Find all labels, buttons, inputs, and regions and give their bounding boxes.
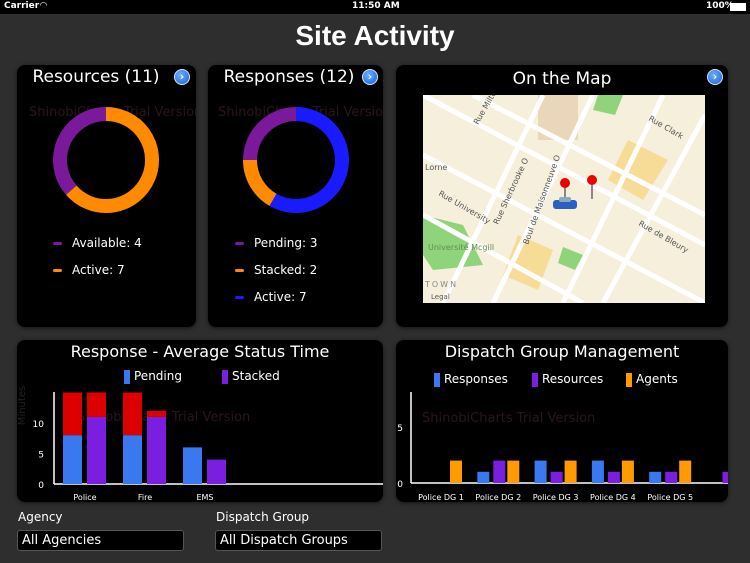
bar [665,471,678,483]
donut-slice [269,107,349,213]
resources-donut [53,107,159,213]
legend-pending: Pending: 3 [235,236,317,250]
bar [649,471,662,483]
police-car-icon [553,197,577,209]
legend-pending: Pending [124,369,182,384]
bar [679,460,692,483]
donut-slice [53,107,107,195]
x-tick-label: Police DG 2 [475,493,521,502]
donut-slice [243,107,297,161]
bar [207,459,226,484]
donut-slice [65,107,159,213]
watermark: ShinobiCharts Trial Version [422,411,596,426]
map-title: On the Map [512,69,612,89]
bar [550,471,563,483]
x-tick-label: Police [73,493,96,502]
bar [147,416,166,484]
bar-overflow [63,392,82,436]
responses-detail-button[interactable]: › [362,69,378,85]
legend-agents: Agents [626,372,678,387]
dispatch-group-select[interactable]: All Dispatch Groups [215,530,382,551]
carrier: Carrier [4,1,40,11]
bar [507,460,520,483]
agency-label: Agency [18,510,63,524]
battery-percent: 100% [706,1,734,11]
x-tick-label: Police DG 3 [533,493,579,502]
responses-donut [243,107,349,213]
x-tick-label: Fire [138,493,152,502]
agency-select[interactable]: All Agencies [17,530,184,551]
map-label: Boul de Maisonneuve O [521,154,562,246]
map-legal[interactable]: Legal [431,293,450,301]
bar [722,471,728,483]
bar [564,460,577,483]
resources-title: Resources (11) [32,67,160,87]
dispatch-chart-panel: Dispatch Group Management Responses Reso… [396,340,728,502]
map-label: Lorne [425,163,447,172]
bar-overflow [123,392,142,436]
x-tick-label: EMS [196,493,213,502]
x-tick-label: Police DG 1 [418,493,464,502]
map-detail-button[interactable]: › [707,69,723,85]
resources-panel: Resources (11) › ShinobiCharts Trial Ver… [17,65,196,327]
bar [607,471,620,483]
map-label: Rue University [437,189,492,226]
battery-icon [730,3,746,11]
bar [183,447,202,484]
bar-overflow [87,392,106,417]
x-tick-label: Police DG 5 [647,493,693,502]
page-title: Site Activity [295,20,455,51]
map-label: TOWN [424,280,458,289]
clock: 11:50 AM [352,1,400,11]
pin-icon [587,175,597,199]
map-label: Université Mcgill [428,242,494,252]
chart-title: Response - Average Status Time [70,342,330,361]
y-tick-label: 0 [38,481,44,491]
legend-resources: Resources [532,372,603,387]
dispatch-chart: 0 5 Police DG 1 Police DG 2 Police DG 3 Polic… [397,392,728,502]
status-time-chart-panel: Response - Average Status Time Pending S… [17,340,383,502]
donut-slice [243,159,277,206]
chart-title: Dispatch Group Management [444,342,680,361]
status-time-chart: 0 5 10 Police Fire EMS [33,392,383,502]
bar [450,460,462,483]
bar [63,435,82,484]
wifi-icon: ◠ [40,1,47,11]
map-view[interactable]: Rue Milton Rue Sherbrooke O Boul de Mais… [423,95,705,303]
y-tick-label: 0 [397,480,403,490]
legend-stacked: Stacked [222,369,280,384]
bar-overflow [147,410,166,417]
map-label: Rue Milton [472,95,501,126]
resources-detail-button[interactable]: › [174,69,190,85]
bar [87,416,106,484]
y-tick-label: 5 [397,424,403,434]
bar [493,460,506,483]
map-streets: Rue Milton Rue Sherbrooke O Boul de Mais… [423,95,705,303]
legend-stacked: Stacked: 2 [235,263,317,277]
map-label: Rue Clark [647,114,685,141]
x-tick-label: Police DG 4 [590,493,636,502]
bar [534,460,547,483]
legend-available: Available: 4 [53,236,142,250]
y-tick-label: 5 [38,451,44,461]
bar [123,435,142,484]
legend-active: Active: 7 [53,263,125,277]
legend-responses: Responses [434,372,508,387]
dispatch-group-label: Dispatch Group [216,510,310,524]
y-tick-label: 10 [33,420,45,430]
responses-panel: Responses (12) › ShinobiCharts Trial Ver… [208,65,383,327]
bar [591,460,604,483]
status-bar: Carrier ◠ 11:50 AM 100% [0,0,750,14]
pin-icon [560,178,570,199]
bar [477,471,490,483]
responses-title: Responses (12) [223,67,355,87]
map-panel: On the Map › Rue Milton Rue Sherbrooke O… [396,65,728,327]
bar [621,460,634,483]
legend-active: Active: 7 [235,290,307,304]
